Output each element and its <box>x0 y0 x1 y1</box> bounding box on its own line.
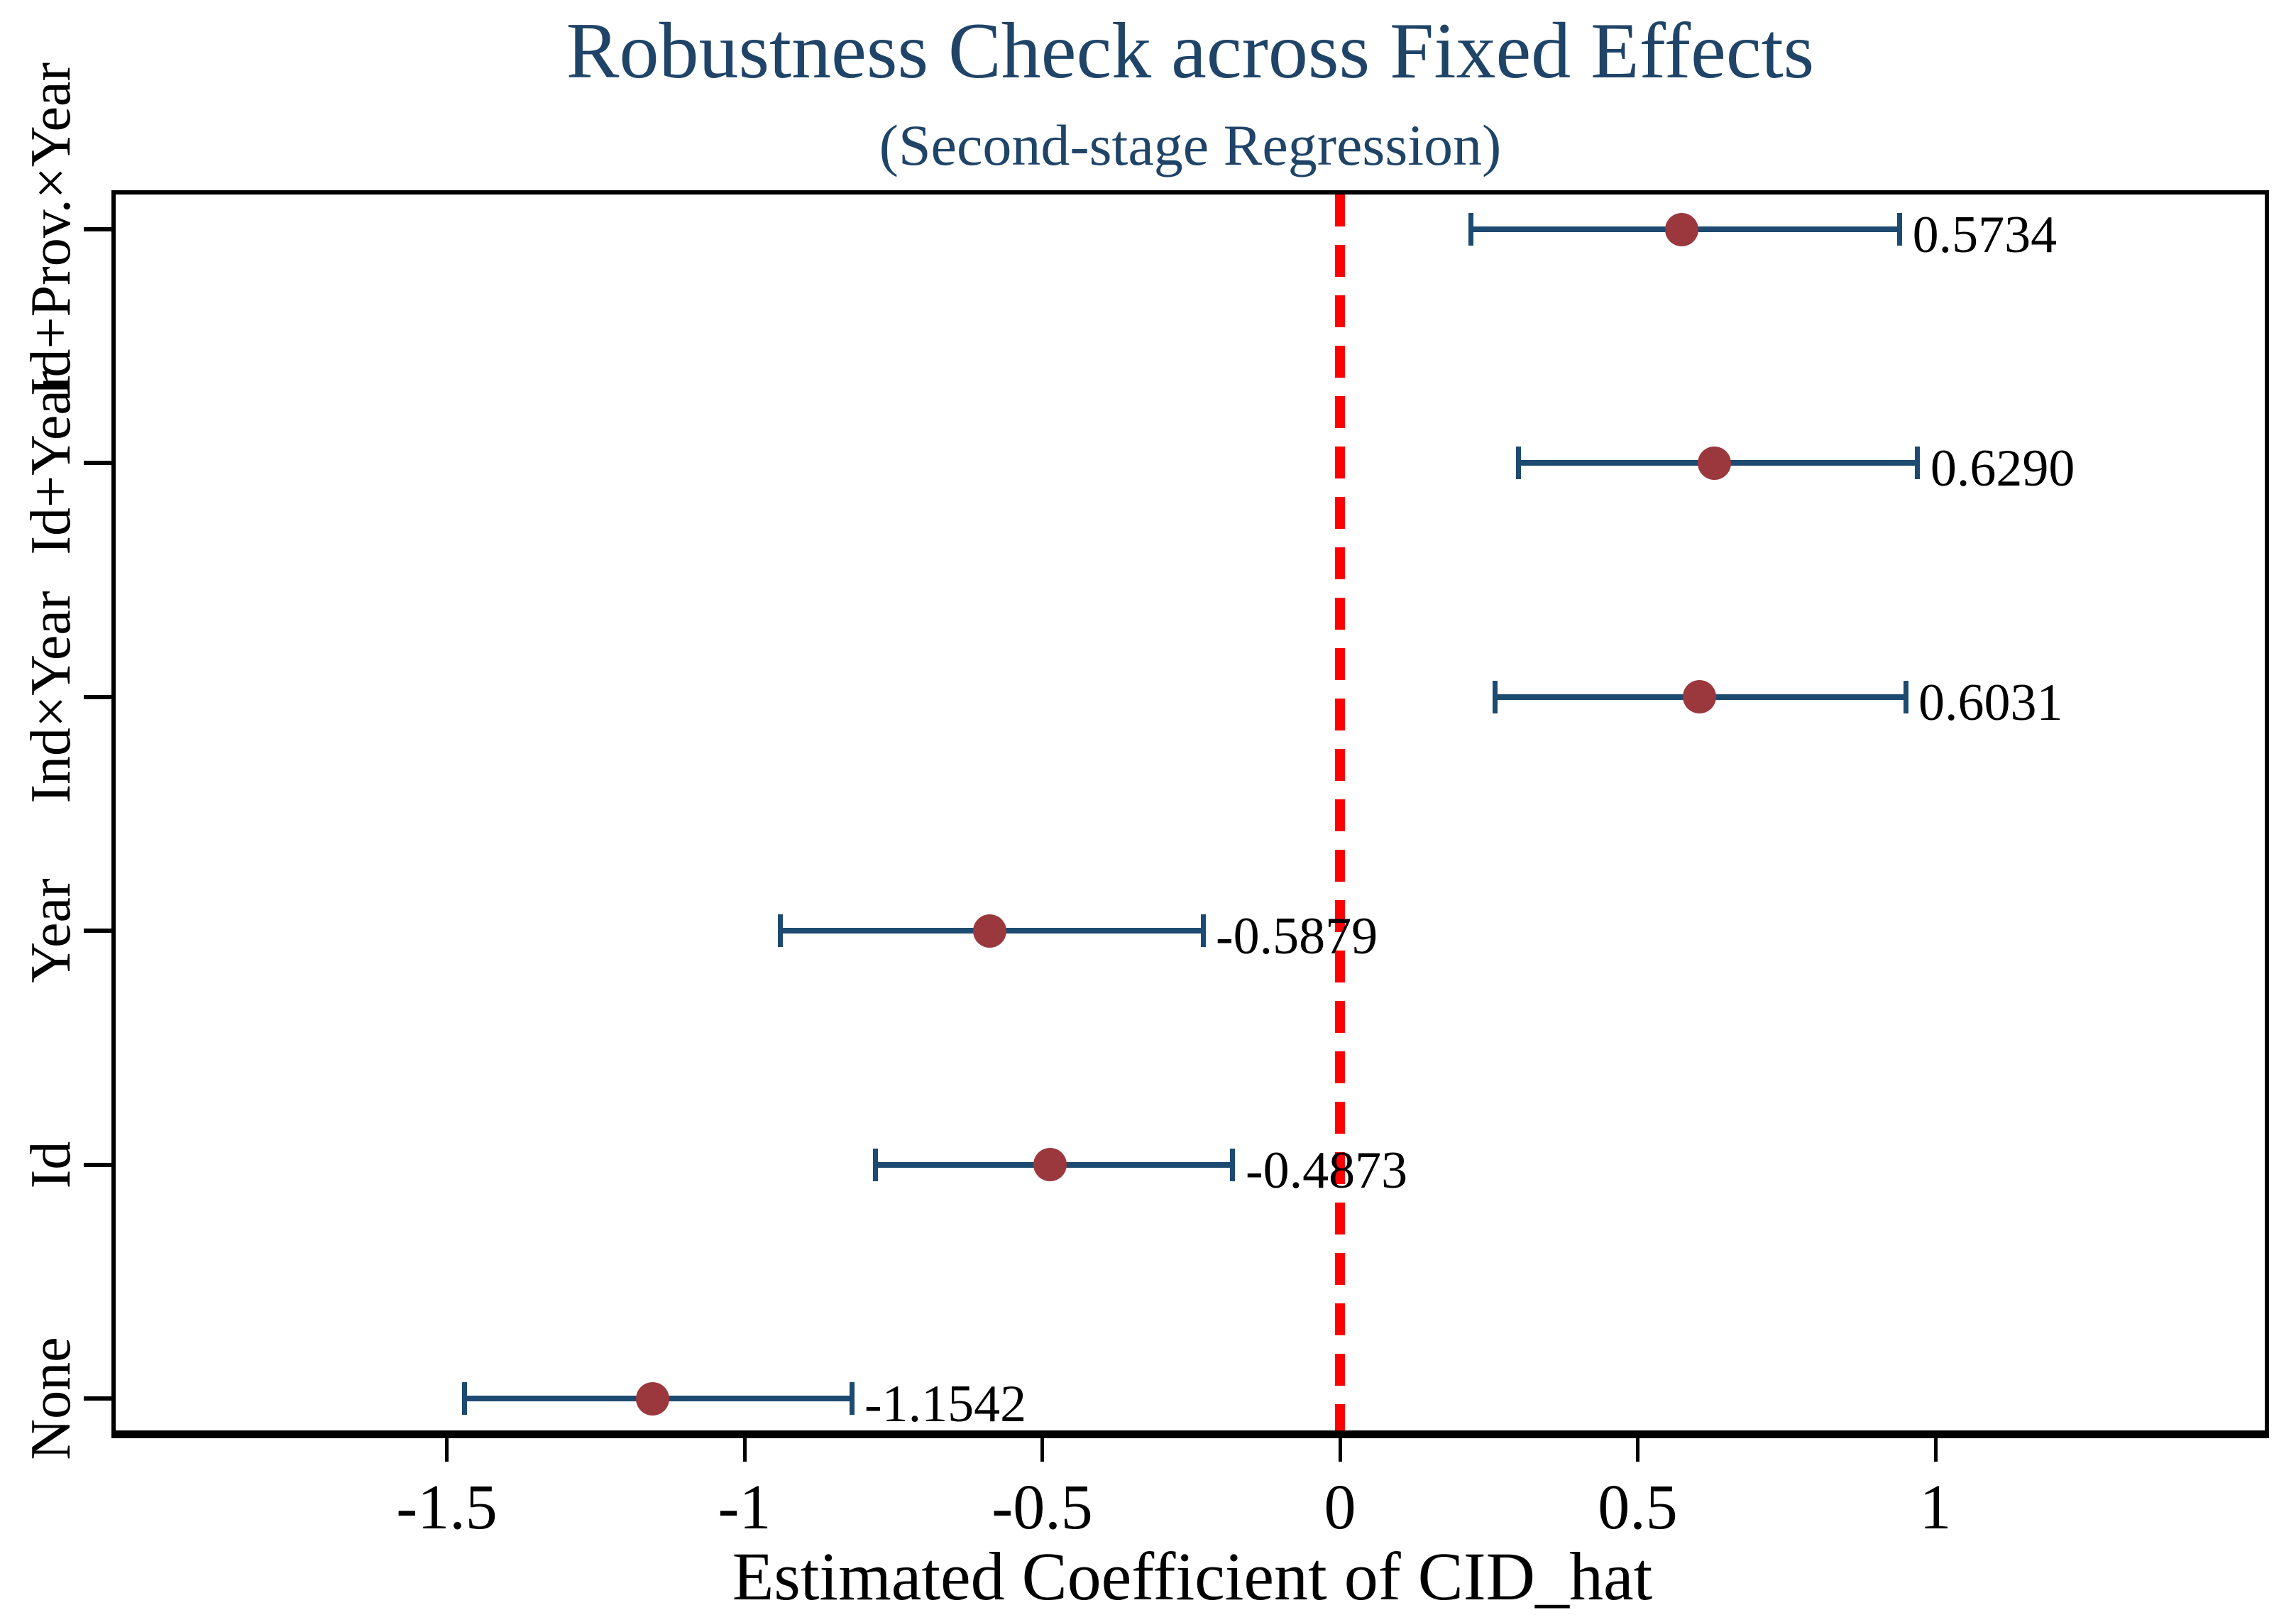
estimate-marker <box>973 914 1007 948</box>
x-axis-tick <box>742 1438 747 1462</box>
estimate-marker <box>636 1381 670 1416</box>
x-axis-tick <box>1040 1438 1044 1462</box>
y-axis-tick <box>84 1162 111 1167</box>
estimate-value-label: 0.6290 <box>1930 439 2075 498</box>
estimate-marker <box>1682 680 1716 714</box>
x-axis-tick <box>1636 1438 1639 1462</box>
estimate-value-label: -1.1542 <box>864 1375 1027 1433</box>
x-axis-title: Estimated Coefficient of CID_hat <box>732 1538 1653 1614</box>
estimate-marker <box>1664 212 1698 246</box>
ci-cap-low <box>777 914 783 948</box>
ci-cap-low <box>462 1382 468 1415</box>
estimate-value-label: 0.6031 <box>1918 673 2063 732</box>
y-axis-tick <box>84 461 111 466</box>
y-axis-category-label: Id <box>20 1141 82 1188</box>
estimate-value-label: 0.5734 <box>1912 206 2058 264</box>
x-axis-tick-label: 0 <box>1324 1472 1356 1543</box>
ci-cap-high <box>1903 680 1908 713</box>
estimate-value-label: -0.5879 <box>1216 907 1378 966</box>
estimate-marker <box>1698 446 1732 480</box>
y-axis-category-label: Ind×Year <box>20 591 82 804</box>
y-axis-tick <box>84 1396 111 1401</box>
x-axis-tick <box>445 1438 449 1462</box>
y-axis-category-label: Id+Prov.×Year <box>20 62 82 397</box>
figure-title: Robustness Check across Fixed Effects <box>566 7 1815 95</box>
y-axis-category-label: None <box>20 1337 82 1460</box>
ci-cap-high <box>849 1382 855 1415</box>
y-axis-tick <box>84 694 111 699</box>
ci-cap-high <box>1915 447 1921 480</box>
ci-cap-high <box>1230 1148 1236 1181</box>
ci-cap-low <box>1492 680 1498 713</box>
x-axis-tick <box>1933 1438 1938 1462</box>
y-axis-tick <box>84 227 111 231</box>
ci-cap-high <box>1897 213 1903 246</box>
estimate-value-label: -0.4873 <box>1245 1141 1408 1200</box>
ci-cap-low <box>1468 213 1474 246</box>
ci-cap-high <box>1200 914 1206 948</box>
plot-frame <box>111 190 2269 1438</box>
x-axis-tick-label: -0.5 <box>992 1472 1093 1543</box>
figure-subtitle: (Second-stage Regression) <box>879 113 1502 177</box>
x-axis-tick-label: 1 <box>1919 1472 1952 1543</box>
x-axis-tick-label: 0.5 <box>1598 1472 1678 1543</box>
y-axis-category-label: Id+Year <box>20 371 82 555</box>
ci-cap-low <box>873 1148 879 1181</box>
ci-cap-low <box>1516 447 1522 480</box>
estimate-marker <box>1033 1148 1067 1182</box>
y-axis-tick <box>84 929 111 934</box>
x-axis-tick <box>1338 1438 1342 1462</box>
x-axis-tick-label: -1.5 <box>396 1472 498 1543</box>
y-axis-category-label: Year <box>20 878 82 983</box>
x-axis-tick-label: -1 <box>718 1472 771 1543</box>
zero-reference-line <box>1335 195 1345 1430</box>
